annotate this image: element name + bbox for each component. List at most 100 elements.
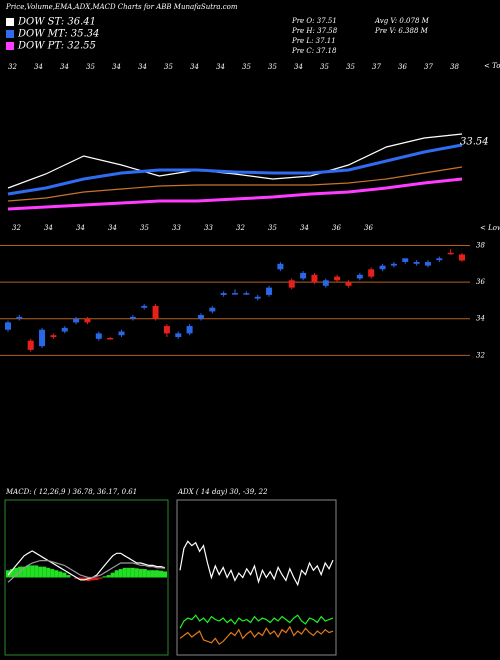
top-label: 32 — [8, 63, 17, 71]
candle-body — [50, 335, 57, 338]
histogram-bar — [122, 567, 127, 578]
series-line — [7, 177, 463, 211]
legend-swatch — [6, 18, 14, 26]
low-label: 36 — [332, 224, 341, 232]
candle-body — [232, 293, 238, 295]
histogram-bar — [14, 567, 19, 578]
legend-label: DOW MT: 35.34 — [17, 29, 99, 40]
candle-body — [390, 263, 397, 266]
candle-body — [73, 318, 80, 323]
histogram-bar — [94, 577, 99, 580]
candle-body — [61, 327, 68, 332]
histogram-bar — [66, 575, 71, 578]
candle-body — [5, 322, 11, 330]
top-label: 36 — [398, 63, 407, 71]
candle-body — [254, 296, 261, 299]
histogram-bar — [142, 569, 147, 578]
y-tick-label: 32 — [476, 351, 485, 359]
histogram-bar — [78, 577, 83, 580]
histogram-bar — [162, 571, 168, 578]
y-tick-label: 36 — [476, 278, 485, 286]
series-line — [179, 625, 334, 646]
candle-body — [175, 333, 182, 338]
series-line — [7, 560, 166, 583]
series-line — [179, 540, 334, 587]
histogram-bar — [154, 570, 159, 578]
value-annotation: 33.54 — [460, 137, 489, 148]
page-title: Price,Volume,EMA,ADX,MACD Charts for ABB… — [5, 3, 238, 11]
y-tick-label: 38 — [476, 241, 485, 249]
candle-body — [186, 326, 193, 334]
macd-frame — [4, 499, 169, 656]
candle-body — [141, 305, 148, 308]
candle-body — [39, 329, 46, 347]
histogram-bar — [126, 567, 131, 578]
candle-body — [95, 333, 102, 339]
candle-body — [209, 307, 216, 312]
candle-body — [356, 274, 363, 279]
candle-body — [163, 326, 170, 334]
top-label: 35 — [242, 63, 251, 71]
top-label: 37 — [424, 63, 433, 71]
low-label: 32 — [236, 224, 245, 232]
histogram-bar — [26, 565, 31, 578]
stat-label: Pre H: 37.58 — [291, 27, 338, 35]
candle-body — [334, 276, 341, 281]
candle-body — [107, 337, 114, 340]
series-line — [7, 166, 463, 202]
low-label: 36 — [364, 224, 373, 232]
histogram-bar — [118, 569, 123, 578]
histogram-bar — [5, 570, 11, 578]
histogram-bar — [102, 576, 107, 578]
low-label: 35 — [140, 224, 149, 232]
candle-body — [447, 252, 454, 255]
histogram-bar — [82, 577, 87, 581]
low-label: 33 — [204, 224, 213, 232]
stat-label: Pre C: 37.18 — [291, 47, 337, 55]
stat-label: Pre V: 6.388 M — [374, 27, 429, 35]
top-label: 34 — [216, 63, 225, 71]
histogram-bar — [98, 577, 103, 579]
top-caption: < Tops — [484, 62, 500, 70]
candle-body — [152, 305, 159, 319]
series-line — [7, 143, 463, 196]
top-label: 34 — [294, 63, 303, 71]
candle-body — [197, 315, 204, 319]
candle-body — [84, 318, 91, 323]
top-label: 34 — [60, 63, 69, 71]
legend-swatch — [6, 30, 14, 38]
adx-frame — [176, 499, 337, 656]
top-label: 34 — [112, 63, 121, 71]
histogram-bar — [134, 568, 139, 578]
histogram-bar — [42, 566, 47, 578]
histogram-bar — [38, 566, 43, 578]
top-label: 35 — [268, 63, 277, 71]
low-label: 32 — [12, 224, 21, 232]
top-label: 35 — [164, 63, 173, 71]
histogram-bar — [30, 565, 35, 578]
histogram-bar — [150, 570, 155, 578]
low-caption: < Lows — [480, 224, 500, 232]
histogram-bar — [10, 569, 15, 578]
legend-swatch — [6, 42, 14, 50]
histogram-bar — [158, 570, 163, 578]
histogram-bar — [146, 570, 151, 578]
candle-body — [459, 254, 465, 261]
candle-body — [413, 261, 420, 264]
top-label: 34 — [190, 63, 199, 71]
series-line — [7, 133, 463, 189]
histogram-bar — [106, 575, 111, 578]
candle-body — [311, 274, 318, 283]
candle-body — [118, 331, 125, 336]
histogram-bar — [22, 566, 27, 578]
top-label: 35 — [320, 63, 329, 71]
top-label: 34 — [138, 63, 147, 71]
candle-body — [368, 269, 375, 277]
top-label: 35 — [346, 63, 355, 71]
histogram-bar — [58, 571, 63, 578]
histogram-bar — [90, 577, 95, 581]
top-label: 38 — [450, 63, 459, 71]
stat-label: Avg V: 0.078 M — [374, 17, 430, 25]
candle-body — [277, 263, 284, 270]
